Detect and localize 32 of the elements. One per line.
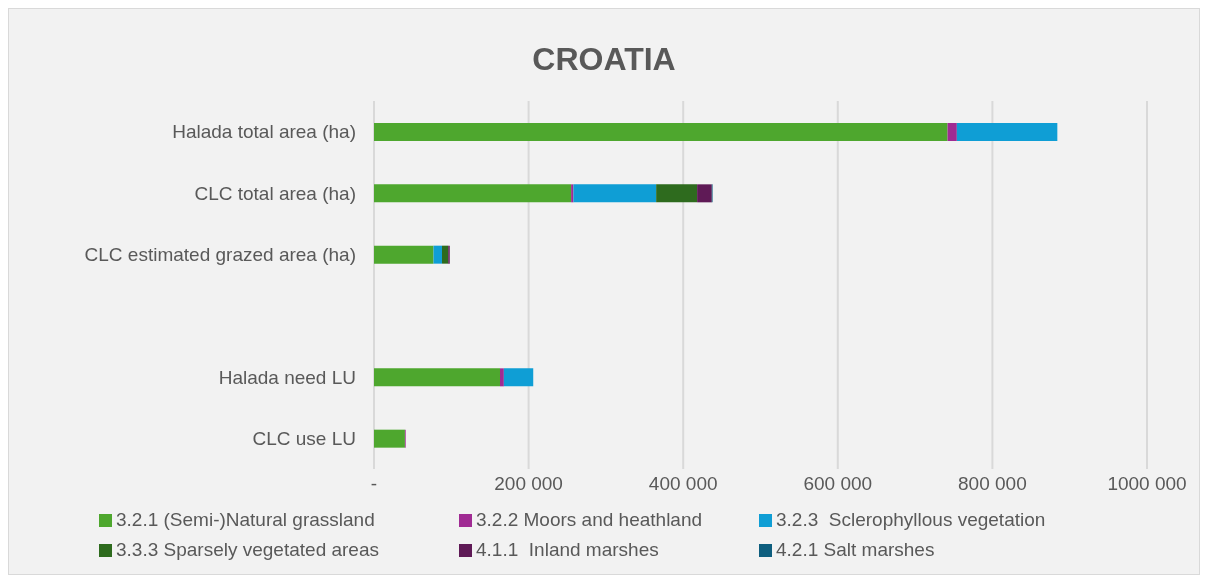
bar	[500, 368, 504, 387]
y-tick-label: CLC estimated grazed area (ha)	[84, 244, 356, 266]
bar	[374, 123, 948, 141]
bar	[433, 245, 443, 264]
bar	[573, 184, 657, 203]
bar	[503, 368, 534, 387]
legend-label: 4.2.1 Salt marshes	[775, 539, 936, 561]
bar	[374, 184, 572, 203]
bar	[442, 245, 449, 264]
x-tick-label: 800 000	[958, 473, 1027, 495]
bar	[697, 184, 712, 203]
bar	[374, 368, 500, 387]
bar	[374, 245, 434, 264]
legend-label: 3.2.1 (Semi-)Natural grassland	[115, 509, 376, 531]
x-tick-label: 1000 000	[1107, 473, 1187, 495]
bar	[656, 184, 698, 203]
x-tick-label: 200 000	[494, 473, 563, 495]
x-tick-label: -	[370, 473, 378, 495]
legend-label: 4.1.1 Inland marshes	[475, 539, 660, 561]
legend-label: 3.3.3 Sparsely vegetated areas	[115, 539, 380, 561]
x-tick-label: 600 000	[803, 473, 873, 495]
y-tick-label: Halada total area (ha)	[172, 121, 356, 143]
bar	[956, 123, 1058, 141]
legend-label: 3.2.3 Sclerophyllous vegetation	[775, 509, 1047, 531]
chart-title: CROATIA	[531, 40, 677, 79]
y-tick-label: Halada need LU	[218, 366, 356, 388]
x-tick-label: 400 000	[648, 473, 718, 495]
y-tick-label: CLC total area (ha)	[194, 182, 356, 204]
bar	[374, 429, 405, 448]
y-tick-label: CLC use LU	[252, 428, 356, 450]
legend-label: 3.2.2 Moors and heathland	[475, 509, 704, 531]
bar	[947, 123, 957, 141]
